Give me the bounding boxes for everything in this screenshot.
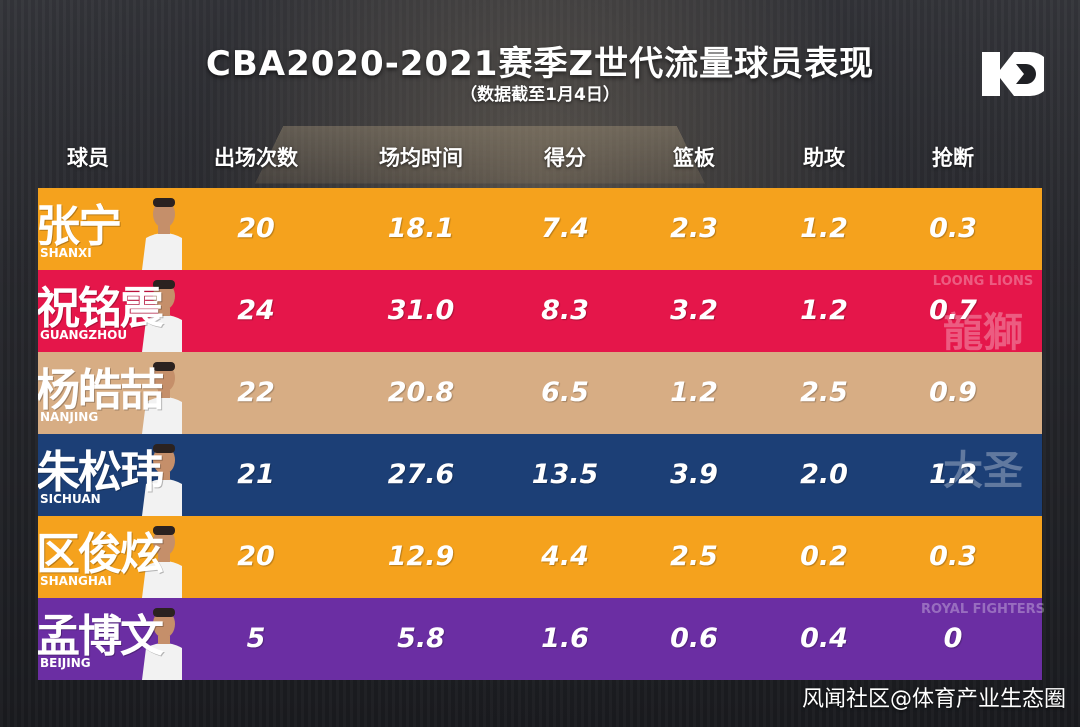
player-photo-icon — [142, 444, 182, 516]
stat-value: 4.4 — [541, 541, 589, 572]
stat-value: 6.5 — [541, 377, 589, 408]
stat-value: 0.2 — [800, 541, 848, 572]
stats-table: 张宁 SHANXI 20 18.1 7.4 2.3 1.2 0.3 祝铭震 GUANGZHOU LO… — [38, 188, 1045, 680]
stat-value: 2.5 — [800, 377, 848, 408]
column-header: 抢断 — [932, 146, 974, 170]
player-photo-icon — [142, 280, 182, 352]
stat-value: 1.2 — [670, 377, 718, 408]
stat-value: 13.5 — [531, 459, 599, 490]
table-row: 孟博文 BEIJING ROYAL FIGHTERS 5 5.8 1.6 0.6 0.4 0 — [38, 598, 1045, 680]
stat-value: 20.8 — [387, 377, 455, 408]
kd-logo-icon — [982, 52, 1044, 96]
table-row: 区俊炫 SHANGHAI 20 12.9 4.4 2.5 0.2 0.3 — [38, 516, 1042, 598]
player-chinese-name: 孟博文 — [38, 611, 164, 662]
column-header: 得分 — [544, 146, 586, 170]
stat-value: 1.6 — [541, 623, 589, 654]
page-subtitle: （数据截至1月4日） — [460, 85, 620, 105]
player-name-cell: 祝铭震 GUANGZHOU — [38, 270, 182, 352]
stat-value: 1.2 — [800, 213, 848, 244]
stat-value: 0.9 — [929, 377, 977, 408]
stat-value: 22 — [237, 377, 275, 408]
player-chinese-name: 区俊炫 — [38, 529, 164, 580]
stat-value: 18.1 — [387, 213, 455, 244]
stat-value: 8.3 — [541, 295, 589, 326]
stat-value: 27.6 — [387, 459, 455, 490]
stat-value: 1.2 — [800, 295, 848, 326]
column-header: 出场次数 — [214, 146, 298, 170]
player-chinese-name: 张宁 — [38, 201, 122, 252]
team-emblem-text: LOONG LIONS — [932, 274, 1034, 289]
player-chinese-name: 杨皓喆 — [38, 365, 164, 416]
stat-value: 2.3 — [670, 213, 718, 244]
team-emblem-text: 大圣 — [943, 448, 1023, 494]
stat-value: 3.9 — [670, 459, 718, 490]
stat-value: 20 — [237, 541, 275, 572]
player-team-tag: BEIJING — [40, 656, 91, 670]
table-header: 球员 出场次数 场均时间 得分 篮板 助攻 抢断 — [38, 138, 1042, 178]
player-photo-icon — [142, 362, 182, 434]
stat-value: 0.6 — [670, 623, 718, 654]
player-name-cell: 区俊炫 SHANGHAI — [38, 516, 182, 598]
stat-value: 5 — [246, 623, 266, 654]
player-name-cell: 朱松玮 SICHUAN — [38, 434, 182, 516]
table-row: 张宁 SHANXI 20 18.1 7.4 2.3 1.2 0.3 — [38, 188, 1042, 270]
table-row: 朱松玮 SICHUAN 大圣 21 27.6 13.5 3.9 2.0 1.2 — [38, 434, 1042, 516]
stat-value: 0.7 — [929, 295, 977, 326]
stat-value: 7.4 — [541, 213, 589, 244]
player-name-cell: 孟博文 BEIJING — [38, 598, 182, 680]
stat-value: 2.0 — [800, 459, 848, 490]
player-name-cell: 杨皓喆 NANJING — [38, 352, 182, 434]
stat-value: 20 — [237, 213, 275, 244]
stat-value: 0.4 — [800, 623, 848, 654]
stat-value: 0 — [943, 623, 963, 654]
player-team-tag: SICHUAN — [40, 492, 101, 506]
column-header: 场均时间 — [379, 146, 463, 170]
stat-value: 0.3 — [929, 213, 977, 244]
page-title: CBA2020-2021赛季Z世代流量球员表现 — [205, 44, 875, 84]
stat-value: 5.8 — [397, 623, 445, 654]
player-chinese-name: 祝铭震 — [38, 283, 164, 334]
column-header: 助攻 — [803, 146, 845, 170]
team-emblem-text: ROYAL FIGHTERS — [920, 602, 1046, 617]
column-header: 篮板 — [673, 146, 715, 170]
stat-value: 21 — [237, 459, 275, 490]
player-chinese-name: 朱松玮 — [38, 447, 164, 498]
player-team-tag: NANJING — [40, 410, 99, 424]
column-header: 球员 — [67, 146, 109, 170]
player-name-cell: 张宁 SHANXI — [38, 188, 182, 270]
stat-value: 31.0 — [387, 295, 455, 326]
team-emblem-text: 龍獅 — [943, 310, 1023, 356]
player-team-tag: SHANGHAI — [40, 574, 112, 588]
stat-value: 12.9 — [387, 541, 455, 572]
watermark: 风闻社区@体育产业生态圈 — [801, 687, 1066, 712]
player-photo-icon — [142, 198, 182, 270]
stat-value: 1.2 — [929, 459, 977, 490]
stat-value: 2.5 — [670, 541, 718, 572]
player-photo-icon — [142, 608, 182, 680]
table-row: 祝铭震 GUANGZHOU LOONG LIONS 龍獅 24 31.0 8.3 3.2 1.2… — [38, 270, 1042, 356]
stat-value: 3.2 — [670, 295, 718, 326]
player-team-tag: SHANXI — [40, 246, 92, 260]
stat-value: 0.3 — [929, 541, 977, 572]
table-row: 杨皓喆 NANJING 22 20.8 6.5 1.2 2.5 0.9 — [38, 352, 1042, 434]
player-team-tag: GUANGZHOU — [40, 328, 128, 342]
player-photo-icon — [142, 526, 182, 598]
stat-value: 24 — [237, 295, 275, 326]
